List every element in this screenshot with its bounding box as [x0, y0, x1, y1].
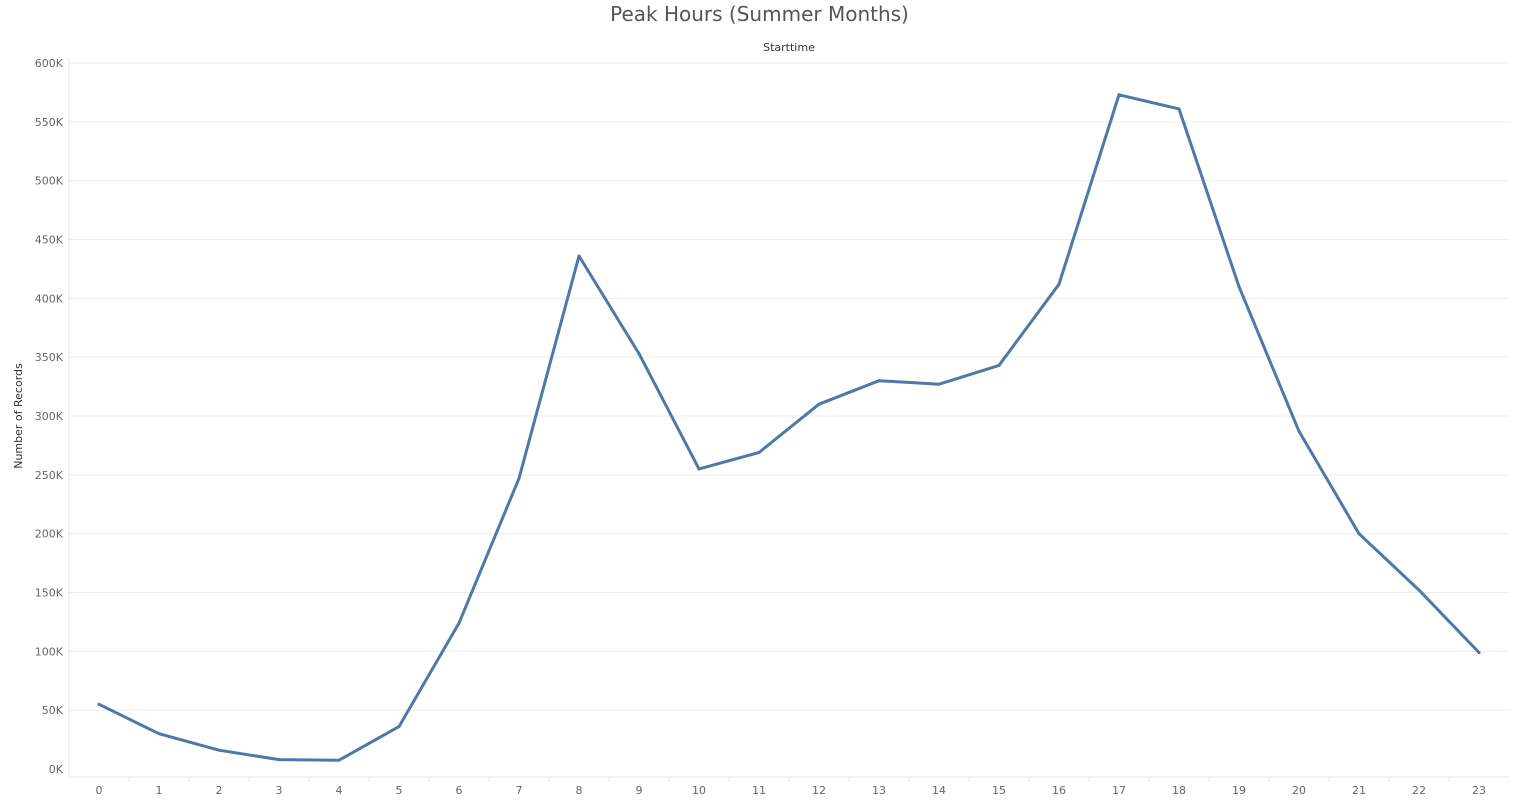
y-tick-label: 400K	[35, 292, 64, 305]
x-tick-label: 18	[1172, 784, 1186, 797]
x-tick-label: 15	[992, 784, 1006, 797]
x-tick-label: 16	[1052, 784, 1066, 797]
y-tick-label: 450K	[35, 234, 64, 247]
data-point	[577, 254, 581, 258]
x-tick-label: 4	[336, 784, 343, 797]
data-point	[1117, 93, 1121, 97]
data-point	[937, 382, 941, 386]
data-point	[277, 758, 281, 762]
x-tick-label: 3	[276, 784, 283, 797]
y-tick-label: 500K	[35, 175, 64, 188]
x-tick-label: 19	[1232, 784, 1246, 797]
x-tick-label: 23	[1472, 784, 1486, 797]
data-point	[517, 476, 521, 480]
x-tick-label: 12	[812, 784, 826, 797]
data-point	[1177, 107, 1181, 111]
data-point	[697, 467, 701, 471]
y-tick-label: 200K	[35, 528, 64, 541]
y-tick-label: 250K	[35, 469, 64, 482]
data-point	[637, 352, 641, 356]
x-tick-label: 1	[156, 784, 163, 797]
data-point	[397, 725, 401, 729]
data-point	[157, 732, 161, 736]
axes	[68, 58, 1509, 781]
data-point	[337, 758, 341, 762]
x-axis-ticks: 0 1 2 3 4 5 6 7 8 9 10 11 12 13 14 15 16 17 18 19 20 21 22 23	[96, 784, 1487, 797]
data-point	[877, 379, 881, 383]
x-tick-label: 22	[1412, 784, 1426, 797]
grid-lines	[69, 62, 1509, 711]
y-tick-label: 350K	[35, 351, 64, 364]
data-point	[1357, 532, 1361, 536]
data-point	[997, 363, 1001, 367]
y-tick-label: 600K	[35, 57, 64, 70]
x-tick-label: 20	[1292, 784, 1306, 797]
y-axis-ticks: 0K 50K 100K 150K 200K 250K 300K 350K 400K 450K 500…	[35, 57, 64, 776]
x-tick-label: 21	[1352, 784, 1366, 797]
x-tick-label: 0	[96, 784, 103, 797]
x-tick-label: 9	[636, 784, 643, 797]
y-tick-label: 100K	[35, 645, 64, 658]
x-tick-label: 6	[456, 784, 463, 797]
y-axis-title: Number of Records	[12, 363, 25, 469]
data-point	[817, 402, 821, 406]
y-tick-label: 50K	[42, 704, 64, 717]
y-tick-label: 300K	[35, 410, 64, 423]
x-tick-label: 17	[1112, 784, 1126, 797]
data-point	[457, 621, 461, 625]
data-point	[217, 748, 221, 752]
chart-title: Peak Hours (Summer Months)	[610, 2, 909, 26]
data-point	[1237, 285, 1241, 289]
y-tick-label: 550K	[35, 116, 64, 129]
x-tick-label: 13	[872, 784, 886, 797]
x-tick-label: 2	[216, 784, 223, 797]
x-tick-label: 14	[932, 784, 946, 797]
x-tick-label: 10	[692, 784, 706, 797]
data-point	[1297, 429, 1301, 433]
x-tick-label: 5	[396, 784, 403, 797]
data-point	[1417, 588, 1421, 592]
data-point	[1477, 651, 1481, 655]
y-tick-label: 150K	[35, 587, 64, 600]
data-point	[97, 702, 101, 706]
x-axis-title: Starttime	[763, 41, 815, 54]
data-point	[757, 450, 761, 454]
x-tick-label: 8	[576, 784, 583, 797]
series-layer	[97, 93, 1481, 762]
series-line	[97, 93, 1481, 762]
data-point	[1057, 282, 1061, 286]
y-tick-label: 0K	[49, 763, 64, 776]
x-tick-label: 7	[516, 784, 523, 797]
x-tick-label: 11	[752, 784, 766, 797]
